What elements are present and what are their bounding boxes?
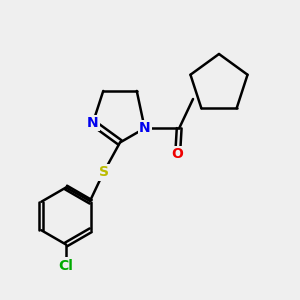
Text: Cl: Cl — [58, 259, 74, 272]
Text: N: N — [139, 121, 151, 135]
Text: S: S — [98, 166, 109, 179]
Text: N: N — [87, 116, 99, 130]
Text: O: O — [172, 147, 184, 161]
